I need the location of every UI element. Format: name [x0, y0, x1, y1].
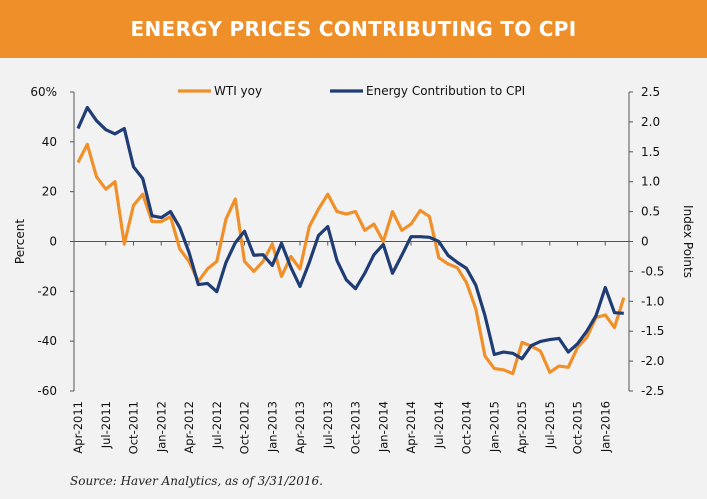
- x-tick-label: Apr-2015: [515, 401, 529, 454]
- x-tick-label: Jan-2015: [487, 401, 501, 453]
- left-tick-label: 60%: [30, 85, 57, 99]
- x-tick-label: Oct-2014: [460, 401, 474, 454]
- right-tick-label: -2.0: [641, 354, 664, 368]
- x-tick-label: Jul-2014: [432, 401, 446, 449]
- x-tick-label: Jul-2015: [543, 401, 557, 449]
- left-tick-label: 40: [42, 135, 57, 149]
- right-tick-label: -0.5: [641, 264, 664, 278]
- left-tick-label: 20: [42, 185, 57, 199]
- x-tick-label: Jan-2013: [265, 401, 279, 453]
- source-note: Source: Haver Analytics, as of 3/31/2016…: [70, 474, 323, 488]
- right-tick-label: 0.5: [641, 205, 660, 219]
- chart-title: ENERGY PRICES CONTRIBUTING TO CPI: [0, 0, 707, 58]
- right-tick-label: 2.5: [641, 85, 660, 99]
- x-tick-label: Jul-2013: [321, 401, 335, 449]
- series-line-energy-contribution: [76, 105, 624, 361]
- x-tick-label: Oct-2013: [349, 401, 363, 454]
- left-tick-label: -60: [37, 384, 57, 398]
- right-tick-label: 2.0: [641, 115, 660, 129]
- y-axis-title: Percent: [13, 219, 27, 264]
- left-tick-label: -40: [37, 334, 57, 348]
- x-tick-label: Apr-2013: [293, 401, 307, 454]
- right-tick-label: 1.5: [641, 145, 660, 159]
- x-tick-label: Oct-2011: [127, 401, 141, 454]
- y2-axis-title: Index Points: [681, 205, 695, 278]
- left-tick-label: 0: [49, 235, 57, 249]
- x-tick-label: Oct-2012: [238, 401, 252, 454]
- x-tick-label: Jan-2012: [154, 401, 168, 453]
- x-tick-label: Apr-2012: [182, 401, 196, 454]
- series-line-wti-yoy: [76, 142, 626, 376]
- legend-label: WTI yoy: [214, 84, 262, 98]
- legend-label: Energy Contribution to CPI: [366, 84, 525, 98]
- x-tick-label: Apr-2011: [71, 401, 85, 454]
- x-tick-label: Jul-2012: [210, 401, 224, 449]
- x-tick-label: Jan-2014: [376, 401, 390, 453]
- right-tick-label: -1.5: [641, 324, 664, 338]
- right-tick-label: -2.5: [641, 384, 664, 398]
- right-tick-label: -1.0: [641, 294, 664, 308]
- x-tick-label: Oct-2015: [571, 401, 585, 454]
- x-tick-label: Apr-2014: [404, 401, 418, 454]
- right-tick-label: 0: [641, 235, 649, 249]
- x-tick-label: Jan-2016: [598, 401, 612, 453]
- right-tick-label: 1.0: [641, 175, 660, 189]
- x-tick-label: Jul-2011: [99, 401, 113, 449]
- left-tick-label: -20: [37, 284, 57, 298]
